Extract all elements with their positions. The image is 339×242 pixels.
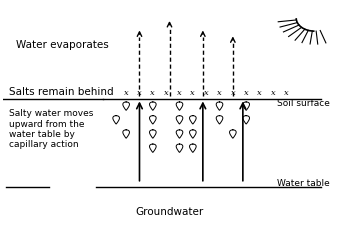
Text: x: x [177, 89, 182, 97]
Text: Water table: Water table [277, 179, 330, 188]
Text: x: x [271, 89, 275, 97]
Text: x: x [151, 89, 155, 97]
Text: x: x [284, 89, 288, 97]
Text: Salts remain behind: Salts remain behind [9, 87, 114, 97]
Text: x: x [137, 89, 142, 97]
Text: x: x [257, 89, 262, 97]
Text: x: x [244, 89, 248, 97]
Text: x: x [124, 89, 128, 97]
Text: Soil surface: Soil surface [277, 99, 330, 108]
Text: x: x [217, 89, 222, 97]
Text: Water evaporates: Water evaporates [16, 40, 109, 50]
Text: x: x [204, 89, 208, 97]
Text: x: x [191, 89, 195, 97]
Text: x: x [164, 89, 168, 97]
Text: x: x [231, 89, 235, 97]
Text: Groundwater: Groundwater [135, 207, 204, 217]
Text: Salty water moves
upward from the
water table by
capillary action: Salty water moves upward from the water … [9, 109, 94, 149]
